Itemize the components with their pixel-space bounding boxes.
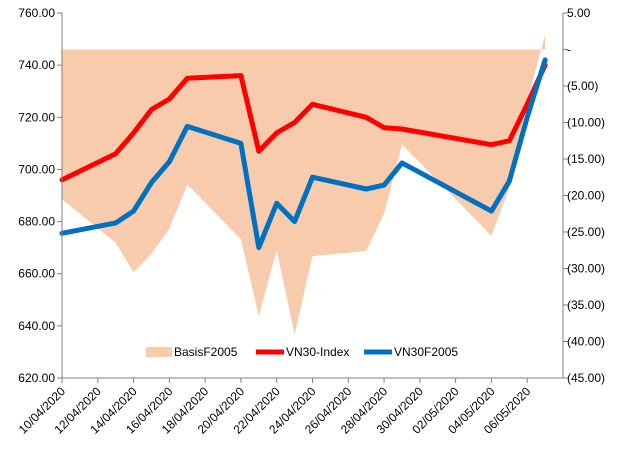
y-right-tick-label: (40.00) bbox=[567, 335, 605, 349]
legend-label: BasisF2005 bbox=[174, 345, 238, 359]
y-left-tick-label: 760.00 bbox=[18, 6, 55, 20]
series-line-2 bbox=[59, 57, 548, 251]
y-left-tick-label: 660.00 bbox=[18, 267, 55, 281]
y-left-tick-label: 620.00 bbox=[18, 371, 55, 385]
y-left-tick-label: 640.00 bbox=[18, 319, 55, 333]
legend-label: VN30-Index bbox=[286, 345, 349, 359]
axes-layer: 620.00 640.00 660.00 680.00 700.00 720.00 740.… bbox=[16, 6, 605, 437]
y-left-tick-label: 720.00 bbox=[18, 110, 55, 124]
y-right-tick-label: (10.00) bbox=[567, 116, 605, 130]
y-left-tick-label: 700.00 bbox=[18, 162, 55, 176]
y-left-tick-label: 740.00 bbox=[18, 58, 55, 72]
y-right-tick-label: (30.00) bbox=[567, 262, 605, 276]
y-right-tick-label: (20.00) bbox=[567, 189, 605, 203]
legend: BasisF2005 VN30-Index VN30F2005 bbox=[146, 345, 458, 359]
y-left-tick-label: 680.00 bbox=[18, 215, 55, 229]
line-layer bbox=[59, 57, 548, 251]
legend-swatch-area bbox=[146, 347, 172, 357]
area-layer bbox=[62, 34, 546, 335]
y-right-tick-label: 5.00 bbox=[567, 6, 591, 20]
y-right-tick-label: (35.00) bbox=[567, 298, 605, 312]
y-right-tick-label: (15.00) bbox=[567, 152, 605, 166]
legend-label: VN30F2005 bbox=[394, 345, 458, 359]
y-right-tick-label: (45.00) bbox=[567, 371, 605, 385]
y-right-tick-label: - bbox=[567, 43, 571, 57]
y-right-tick-label: (25.00) bbox=[567, 225, 605, 239]
y-right-tick-label: (5.00) bbox=[567, 79, 598, 93]
series-line-1 bbox=[59, 62, 548, 183]
series-area-0 bbox=[62, 34, 546, 335]
